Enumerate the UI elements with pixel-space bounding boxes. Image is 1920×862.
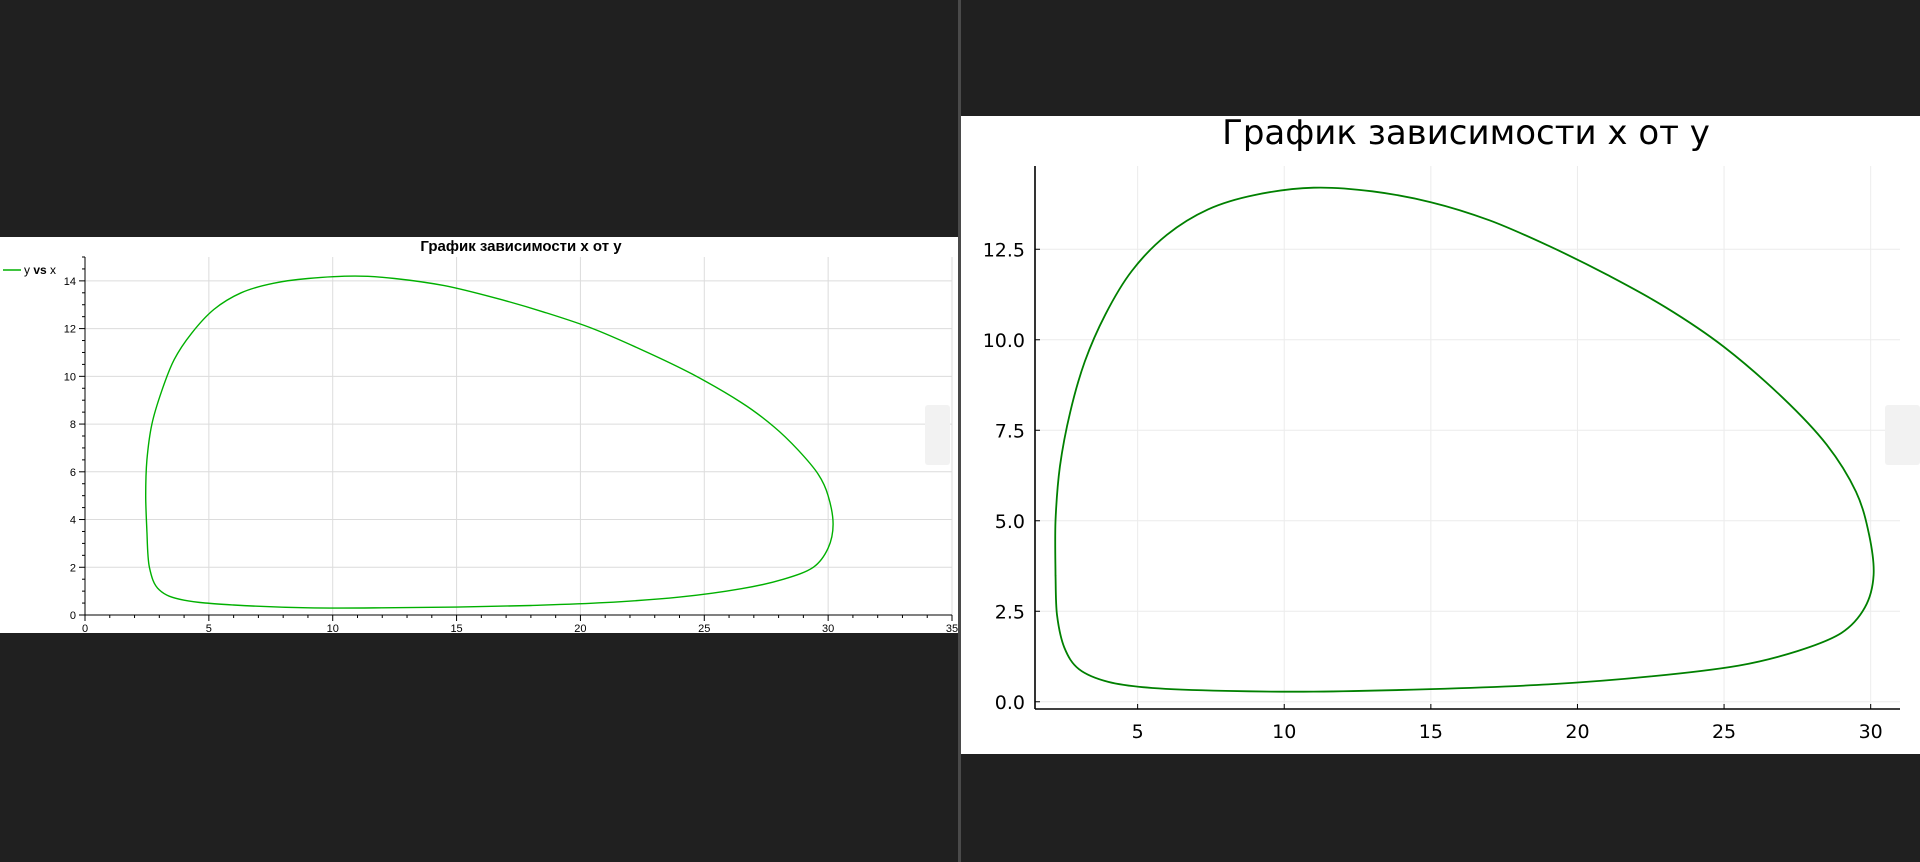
x-tick-label: 25 <box>698 623 710 633</box>
y-tick-label: 2.5 <box>995 601 1025 623</box>
x-tick-label: 30 <box>1859 721 1883 743</box>
legend-label-y: y <box>24 263 33 277</box>
y-tick-label: 7.5 <box>995 420 1025 442</box>
x-tick-label: 30 <box>822 623 834 633</box>
series-line <box>144 275 834 609</box>
x-tick-label: 20 <box>574 623 586 633</box>
right-pane: График зависимости x от y 5 10 15 20 25 30 0.0… <box>961 0 1920 862</box>
y-tick-label: 0 <box>70 610 76 622</box>
left-legend: y vs x <box>3 263 56 277</box>
y-tick-label: 2 <box>70 562 76 574</box>
x-tick-label: 5 <box>1132 721 1144 743</box>
series-line <box>1054 186 1875 693</box>
left-plot-window: График зависимости x от y y vs x 0 5 10 15 2… <box>0 237 958 633</box>
right-grid <box>1035 166 1900 709</box>
left-chart: График зависимости x от y y vs x 0 5 10 15 2… <box>3 238 958 633</box>
y-tick-label: 0.0 <box>995 692 1025 714</box>
y-tick-label: 12 <box>64 324 76 336</box>
x-tick-label: 20 <box>1565 721 1589 743</box>
pane-divider[interactable] <box>958 0 961 862</box>
y-tick-label: 12.5 <box>983 239 1025 261</box>
legend-label-vs: vs <box>33 263 47 277</box>
left-scroll-handle[interactable] <box>925 405 950 465</box>
y-tick-label: 5.0 <box>995 511 1025 533</box>
y-tick-label: 6 <box>70 467 76 479</box>
x-tick-label: 10 <box>1272 721 1296 743</box>
legend-label: y vs x <box>24 263 56 277</box>
y-tick-label: 10 <box>64 371 76 383</box>
left-grid <box>85 257 953 615</box>
left-axes: 0 5 10 15 20 25 30 35 0 2 4 6 8 10 12 14 <box>64 256 958 633</box>
x-tick-label: 15 <box>450 623 462 633</box>
left-chart-title: График зависимости x от y <box>420 238 622 255</box>
x-tick-label: 5 <box>206 623 212 633</box>
y-tick-label: 14 <box>64 276 76 288</box>
left-series <box>144 275 834 609</box>
right-chart: График зависимости x от y 5 10 15 20 25 30 0.0… <box>983 116 1900 743</box>
x-tick-label: 35 <box>946 623 958 633</box>
y-tick-label: 10.0 <box>983 330 1025 352</box>
x-tick-label: 15 <box>1419 721 1443 743</box>
x-tick-label: 0 <box>82 623 88 633</box>
right-series <box>1054 186 1875 693</box>
y-tick-label: 8 <box>70 419 76 431</box>
x-tick-label: 10 <box>327 623 339 633</box>
right-plot-window: График зависимости x от y 5 10 15 20 25 30 0.0… <box>961 116 1920 754</box>
right-chart-title: График зависимости x от y <box>1222 116 1710 153</box>
left-pane: График зависимости x от y y vs x 0 5 10 15 2… <box>0 0 958 862</box>
right-scroll-handle[interactable] <box>1885 405 1920 465</box>
right-axes: 5 10 15 20 25 30 0.0 2.5 5.0 7.5 10.0 12.5 <box>983 166 1900 743</box>
x-tick-label: 25 <box>1712 721 1736 743</box>
y-tick-label: 4 <box>70 515 76 527</box>
legend-label-x: x <box>47 263 56 277</box>
